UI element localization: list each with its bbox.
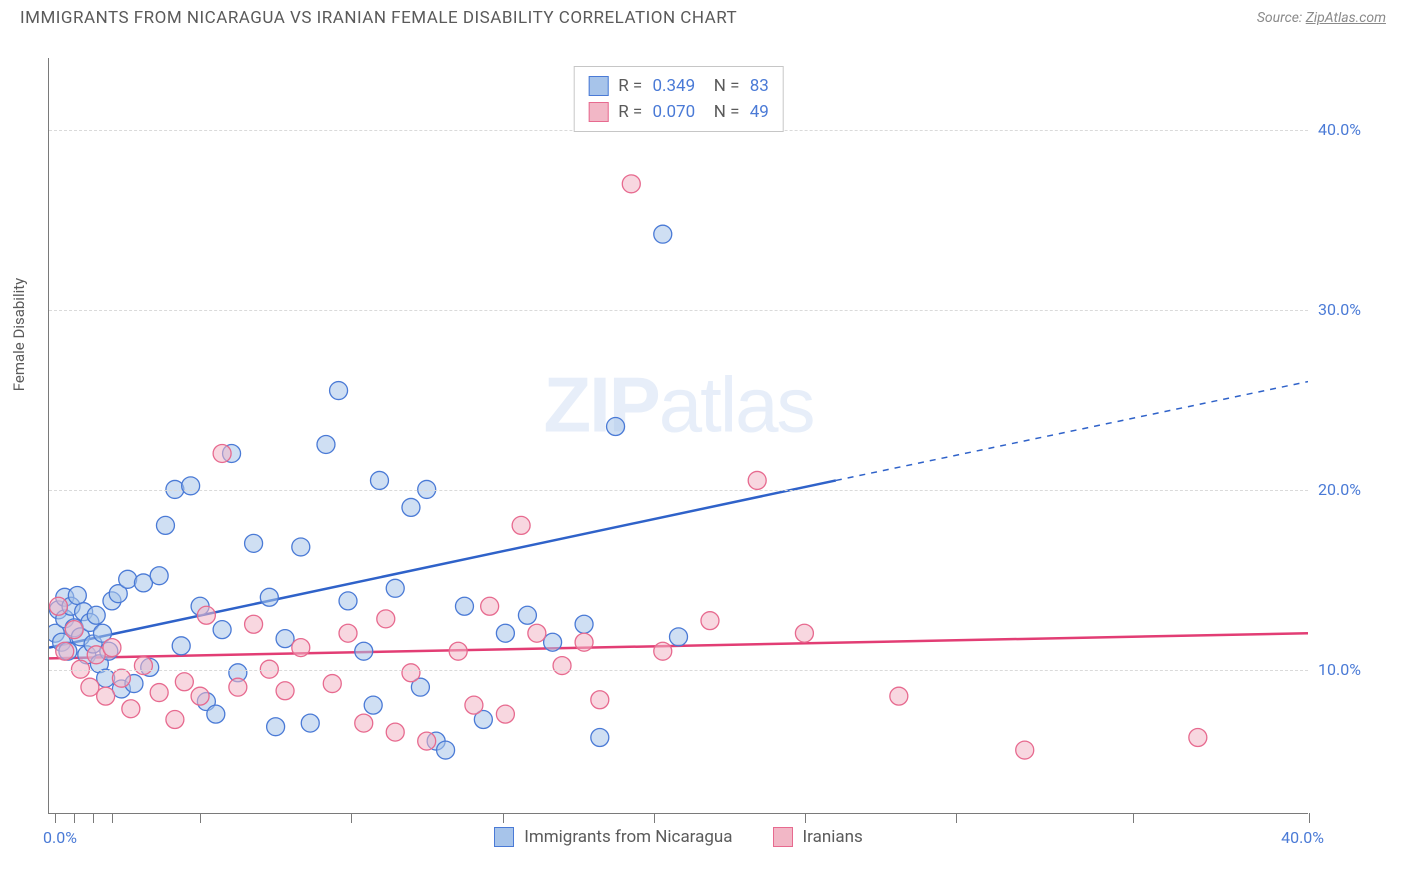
source-attribution: Source: ZipAtlas.com xyxy=(1257,10,1386,26)
legend-item-nicaragua: Immigrants from Nicaragua xyxy=(494,827,732,847)
x-tick xyxy=(956,813,957,823)
series-legend: Immigrants from Nicaragua Iranians xyxy=(49,827,1308,847)
source-link[interactable]: ZipAtlas.com xyxy=(1306,10,1386,26)
x-tick xyxy=(1309,813,1310,823)
x-tick xyxy=(805,813,806,823)
swatch-nicaragua-icon xyxy=(494,827,514,847)
x-start-label: 0.0% xyxy=(43,828,77,847)
y-tick-label: 10.0% xyxy=(1318,660,1378,679)
x-tick xyxy=(351,813,352,823)
y-tick-label: 20.0% xyxy=(1318,480,1378,499)
x-tick xyxy=(1133,813,1134,823)
gridline xyxy=(49,670,1308,671)
y-axis-label: Female Disability xyxy=(10,278,28,392)
swatch-iranians-icon xyxy=(773,827,793,847)
plot-area: ZIPatlas R = 0.349 N = 83 R = 0.070 N = … xyxy=(48,58,1308,814)
watermark: ZIPatlas xyxy=(543,360,813,451)
x-end-label: 40.0% xyxy=(1281,828,1324,847)
gridline xyxy=(49,490,1308,491)
x-tick xyxy=(93,813,94,823)
x-tick xyxy=(654,813,655,823)
chart-title: IMMIGRANTS FROM NICARAGUA VS IRANIAN FEM… xyxy=(20,8,737,28)
legend-row-iranians: R = 0.070 N = 49 xyxy=(588,99,769,125)
legend-item-iranians: Iranians xyxy=(773,827,863,847)
gridline xyxy=(49,310,1308,311)
x-tick xyxy=(503,813,504,823)
y-tick-label: 30.0% xyxy=(1318,300,1378,319)
y-tick-label: 40.0% xyxy=(1318,120,1378,139)
trend-lines xyxy=(49,58,1308,813)
swatch-iranians xyxy=(588,102,608,122)
swatch-nicaragua xyxy=(588,76,608,96)
x-tick xyxy=(55,813,56,823)
chart-container: Female Disability ZIPatlas R = 0.349 N =… xyxy=(0,48,1406,848)
correlation-legend: R = 0.349 N = 83 R = 0.070 N = 49 xyxy=(573,66,784,132)
x-tick xyxy=(200,813,201,823)
x-tick xyxy=(112,813,113,823)
scatter-points xyxy=(49,58,1308,813)
x-tick xyxy=(74,813,75,823)
legend-row-nicaragua: R = 0.349 N = 83 xyxy=(588,73,769,99)
